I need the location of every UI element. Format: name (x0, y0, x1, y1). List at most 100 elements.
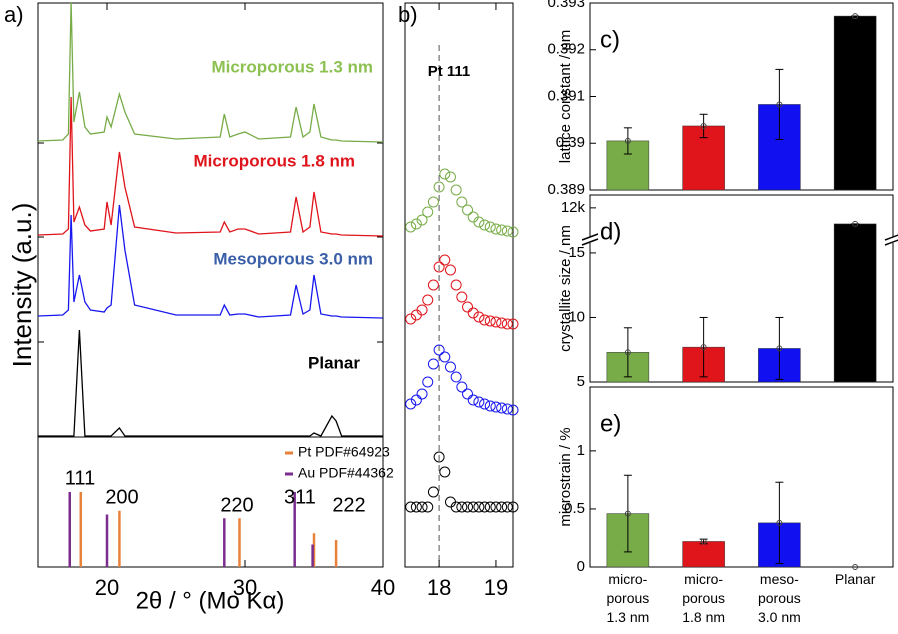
x-tick-label: 30 (233, 575, 257, 600)
data-point (450, 371, 462, 383)
y-tick-label: 0.393 (547, 0, 585, 11)
data-point (439, 254, 451, 266)
trace (37, 1, 384, 143)
data-point (433, 261, 445, 273)
data-point (507, 318, 519, 330)
data-point (507, 501, 519, 513)
data-point (462, 301, 474, 313)
data-point (496, 501, 508, 513)
data-point (433, 344, 445, 356)
x-axis-label: 2θ / ° (Mo Kα) (136, 587, 285, 614)
data-point (490, 316, 502, 328)
x-tick-label: 19 (484, 575, 508, 600)
data-point (444, 171, 456, 183)
data-point (479, 398, 491, 410)
mean-point (776, 519, 783, 526)
plot-frame (589, 194, 894, 383)
plot-frame (37, 2, 384, 568)
data-point (501, 318, 513, 330)
data-point (422, 376, 434, 388)
data-point (450, 501, 462, 513)
data-point (450, 184, 462, 196)
data-point (416, 388, 428, 400)
axis-break (884, 239, 898, 246)
miller-index: 220 (220, 494, 253, 516)
trace-label: Microporous 1.3 nm (211, 57, 373, 76)
mean-point (700, 122, 707, 129)
data-point (501, 225, 513, 237)
panel-label: b) (398, 2, 418, 27)
data-point (422, 206, 434, 218)
y-tick-label: 12k (561, 199, 586, 216)
data-point (479, 219, 491, 231)
data-point (507, 404, 519, 416)
trace (37, 204, 384, 319)
trace-label: Microporous 1.8 nm (193, 151, 355, 170)
x-tick-label: Planar (834, 571, 876, 587)
data-point (427, 486, 439, 498)
x-tick-label: micro- porous 1.8 nm (682, 571, 726, 625)
data-point (456, 501, 468, 513)
miller-index: 200 (105, 486, 138, 508)
y-axis-label: Intensity (a.u.) (7, 203, 37, 368)
data-point (410, 218, 422, 230)
y-tick-label: 15 (568, 244, 585, 261)
data-point (433, 451, 445, 463)
data-point (473, 501, 485, 513)
data-point (484, 221, 496, 233)
trace (37, 96, 384, 237)
data-point (507, 226, 519, 238)
mean-point (700, 538, 707, 545)
data-point (473, 311, 485, 323)
panel-label: d) (600, 218, 621, 245)
data-point (405, 221, 417, 233)
axis-break (885, 237, 898, 243)
trace (38, 329, 383, 437)
y-tick-label: 0.5 (564, 500, 585, 517)
panel-label: c) (600, 26, 620, 53)
y-tick-label: 0.39 (556, 134, 585, 151)
data-point (496, 317, 508, 329)
data-point (456, 196, 468, 208)
y-tick-label: 0.389 (547, 181, 585, 198)
data-point (496, 402, 508, 414)
plot-frame (404, 2, 514, 568)
miller-index: 311 (284, 486, 316, 508)
y-tick-label: 0 (577, 558, 585, 575)
x-tick-label: meso- porous 3.0 nm (757, 571, 801, 625)
data-point (427, 196, 439, 208)
data-point (467, 394, 479, 406)
annotation: Pt 111 (428, 63, 471, 80)
mean-point (624, 349, 631, 356)
data-point (427, 358, 439, 370)
bar (833, 15, 877, 191)
data-point (439, 351, 451, 363)
data-point (490, 223, 502, 235)
trace-label: Planar (308, 353, 360, 372)
data-point (405, 501, 417, 513)
data-point (496, 224, 508, 236)
data-point (479, 501, 491, 513)
panel-label: a) (4, 2, 24, 27)
mean-point (776, 345, 783, 352)
y-axis-label: crystallite size / nm (557, 225, 574, 352)
data-point (427, 279, 439, 291)
axis-break (581, 238, 599, 246)
x-tick-label: 20 (95, 575, 119, 600)
data-point (444, 361, 456, 373)
data-point (462, 388, 474, 400)
miller-index: 222 (332, 494, 365, 516)
data-point (416, 214, 428, 226)
data-point (456, 291, 468, 303)
y-axis-label: lattice constant / nm (557, 30, 574, 163)
mean-point (624, 137, 631, 144)
y-tick-label: 10 (568, 308, 585, 325)
y-tick-label: 0.392 (547, 41, 585, 58)
data-point (490, 501, 502, 513)
mean-point (776, 101, 783, 108)
panel-label: e) (600, 410, 621, 437)
data-point (422, 501, 434, 513)
data-point (473, 396, 485, 408)
data-point (462, 501, 474, 513)
